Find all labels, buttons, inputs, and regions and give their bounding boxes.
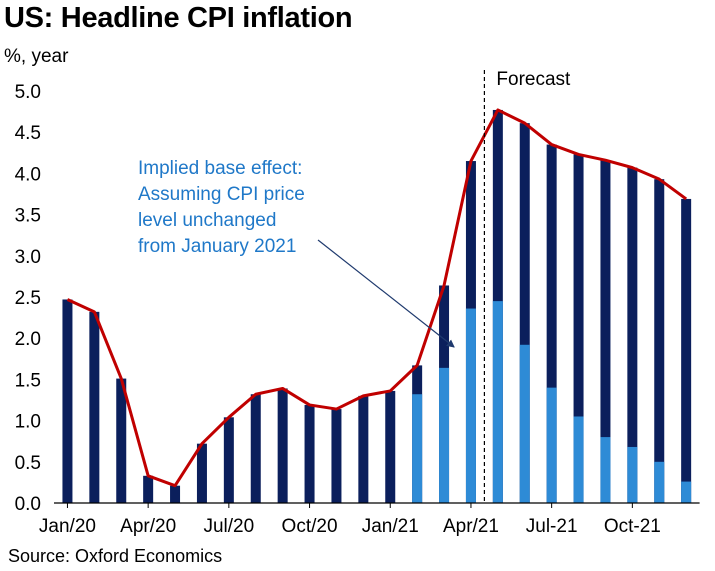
bar-base-effect (600, 437, 611, 503)
annotation-line: level unchanged (138, 210, 276, 231)
bar-base-effect (412, 394, 423, 503)
y-axis-label: %, year (4, 46, 69, 67)
bar-total (627, 167, 638, 503)
bar-total (304, 404, 315, 503)
forecast-marker: Forecast (483, 69, 571, 503)
bar-total (519, 123, 530, 504)
bar-total (250, 394, 261, 503)
y-tick-label: 2.0 (15, 329, 41, 350)
annotation-line: Implied base effect: (138, 158, 302, 179)
annotation-line: from January 2021 (138, 236, 296, 257)
annotation: Implied base effect: Assuming CPI price le… (138, 158, 455, 348)
bar-total (681, 198, 692, 503)
bar-base-effect (573, 416, 584, 503)
bar-total (62, 299, 73, 503)
bar-total (170, 485, 181, 503)
x-tick-label: Jul-21 (526, 516, 578, 537)
bar-total (277, 388, 288, 503)
bar-base-effect (681, 481, 692, 503)
annotation-line: Assuming CPI price (138, 184, 305, 205)
x-tick-label: Apr/21 (443, 516, 499, 537)
y-tick-label: 0.0 (15, 494, 41, 515)
bar-base-effect (654, 461, 665, 503)
y-tick-label: 4.5 (15, 123, 41, 144)
bar-base-effect (519, 344, 530, 503)
source-note: Source: Oxford Economics (8, 546, 223, 566)
y-tick-label: 5.0 (15, 82, 41, 103)
x-tick-label: Oct/20 (282, 516, 338, 537)
y-tick-label: 1.5 (15, 370, 41, 391)
bar-total (331, 409, 342, 503)
bar-total (143, 475, 154, 503)
bars (62, 109, 692, 504)
bar-base-effect (465, 308, 476, 503)
bar-total (573, 154, 584, 503)
line-series (66, 108, 688, 488)
bar-total (654, 179, 665, 503)
y-tick-label: 3.0 (15, 247, 41, 268)
x-axis: Jan/20 Apr/20 Jul/20 Oct/20 Jan/21 Apr/21 Jul-… (39, 502, 700, 537)
y-tick-label: 4.0 (15, 164, 41, 185)
bar-base-effect (492, 301, 503, 503)
bar-total (223, 417, 234, 503)
x-tick-label: Jan/20 (39, 516, 96, 537)
chart-title: US: Headline CPI inflation (4, 2, 353, 34)
forecast-label: Forecast (496, 69, 571, 90)
annotation-arrow (317, 239, 455, 348)
bar-total (116, 378, 127, 503)
line-layer (66, 108, 688, 488)
bar-base-effect (627, 446, 638, 503)
y-tick-label: 1.0 (15, 412, 41, 433)
bar-total (385, 390, 396, 503)
bar-total (546, 144, 557, 503)
bar-total (358, 395, 369, 503)
x-tick-label: Jul/20 (203, 516, 254, 537)
x-tick-label: Jan/21 (362, 516, 419, 537)
y-axis-ticks: 0.0 0.5 1.0 1.5 2.0 2.5 3.0 3.5 4.0 4.5 5.0 (15, 82, 41, 515)
bar-total (89, 311, 100, 503)
x-tick-label: Oct-21 (604, 516, 661, 537)
bar-total (196, 443, 207, 503)
x-tick-label: Apr/20 (120, 516, 176, 537)
bar-base-effect (546, 387, 557, 503)
bar-base-effect (439, 367, 450, 503)
bar-total (600, 160, 611, 503)
y-tick-label: 0.5 (15, 453, 41, 474)
y-tick-label: 2.5 (15, 288, 41, 309)
y-tick-label: 3.5 (15, 206, 41, 227)
